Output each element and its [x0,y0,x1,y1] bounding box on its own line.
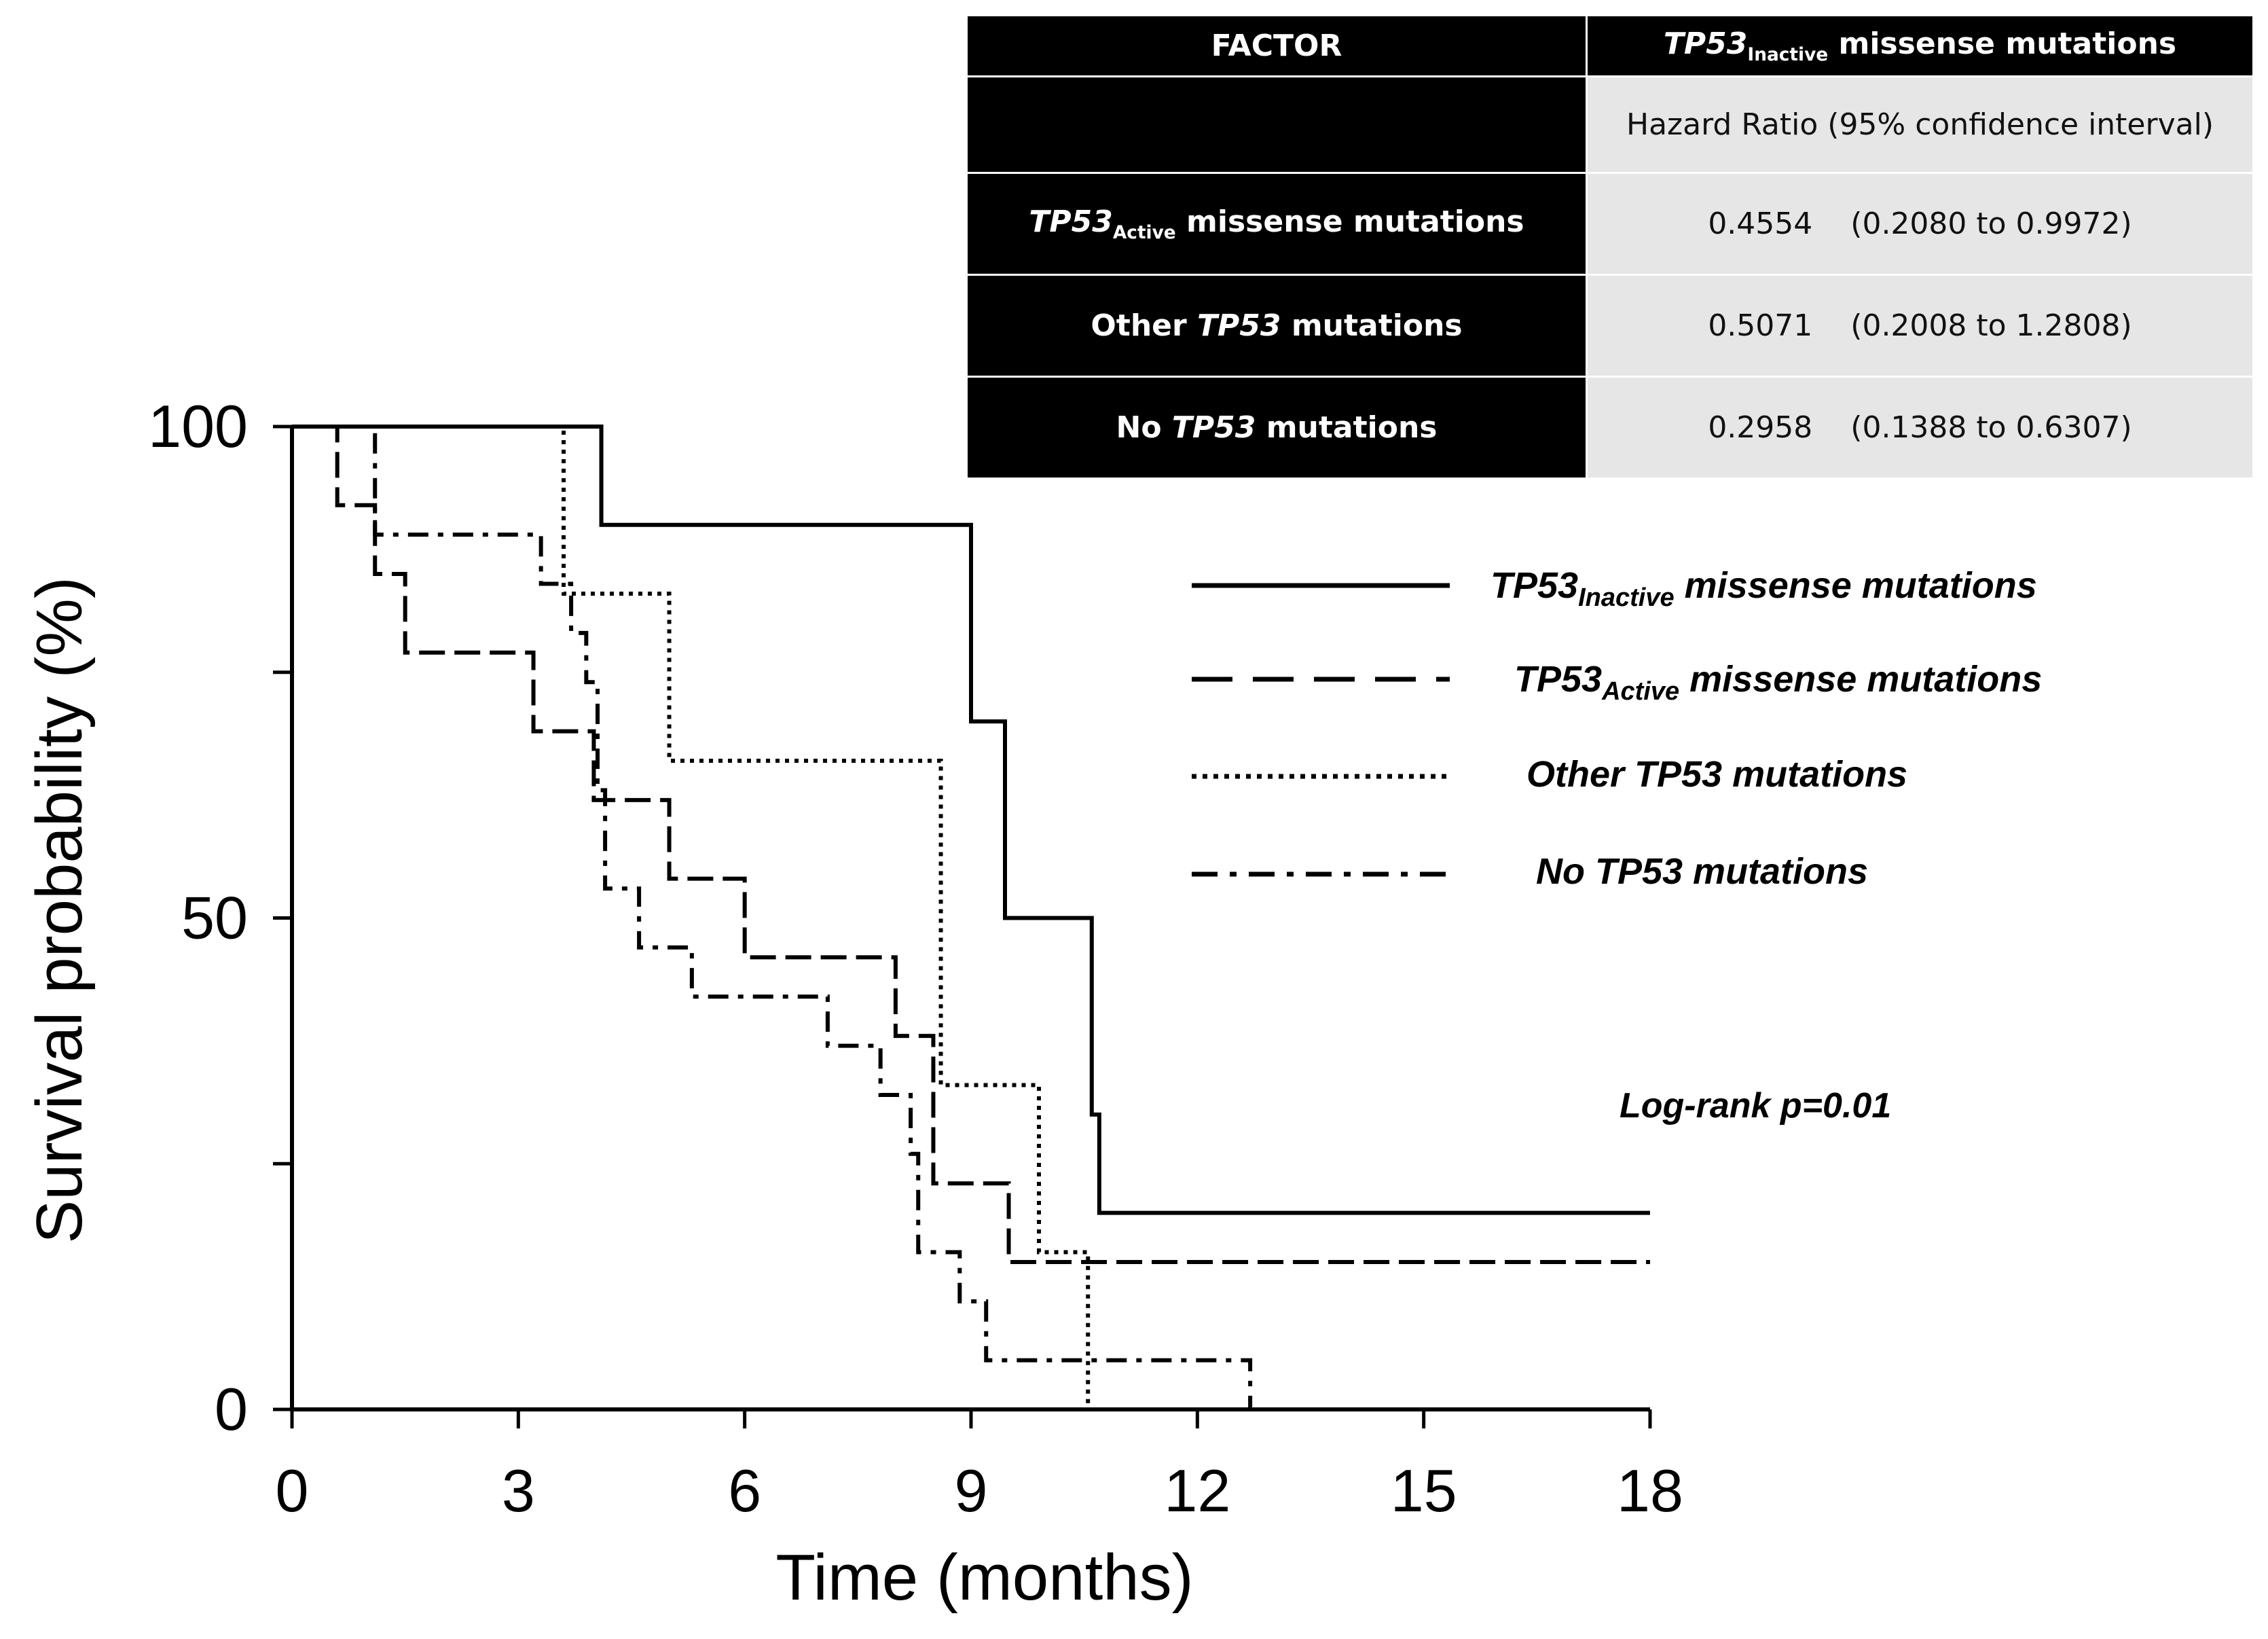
x-tick-label: 3 [502,1457,535,1524]
x-tick-label: 6 [728,1457,761,1524]
x-tick-label: 12 [1164,1457,1230,1524]
hazard-ratio-value: 0.2958 [1708,410,1813,445]
row-label-active: TP53Active missense mutations [966,172,1588,276]
axes: 0 3 6 9 12 15 18 0 50 100 [148,393,1683,1524]
legend-label-active: TP53Active missense mutations [1514,659,2042,706]
legend: TP53Inactive missense mutations TP53Acti… [1192,565,2042,892]
hazard-ratio-table: FACTOR TP53Inactive missense mutations H… [966,14,2254,480]
label-pre: Other [1091,308,1198,343]
legend-label-none: No TP53 mutations [1536,851,1868,892]
table-row: TP53Active missense mutations 0.4554 (0.2… [966,172,2254,276]
inactive-header-gene: TP53 [1663,26,1748,62]
x-tick-label: 15 [1391,1457,1457,1524]
gene-name: TP53 [1029,204,1113,240]
row-value-active: 0.4554 (0.2080 to 0.9972) [1586,172,2254,276]
row-label-none: No TP53 mutations [966,376,1588,480]
hazard-ratio-value: 0.4554 [1708,206,1813,241]
row-value-other: 0.5071 (0.2008 to 1.2808) [1586,274,2254,378]
survival-curve-dotted [292,425,1091,1409]
confidence-interval: (0.2080 to 0.9972) [1850,206,2132,241]
x-tick-label: 9 [955,1457,988,1524]
gene-name: TP53 [1197,308,1281,343]
row-label-other: Other TP53 mutations [966,274,1588,378]
gene-name: TP53 [1171,410,1256,445]
x-axis-label: Time (months) [775,1541,1193,1614]
empty-label-cell [966,75,1588,174]
log-rank-annotation: Log-rank p=0.01 [1620,1086,1891,1125]
table-subheader-row: Hazard Ratio (95% confidence interval) [966,75,2254,174]
legend-entry-inactive: TP53Inactive missense mutations [1192,565,2037,612]
hazard-ratio-value: 0.5071 [1708,308,1813,343]
label-rest: missense mutations [1175,204,1524,240]
row-value-none: 0.2958 (0.1388 to 0.6307) [1586,376,2254,480]
inactive-header-sub: Inactive [1747,43,1829,65]
confidence-interval: (0.1388 to 0.6307) [1850,410,2132,445]
x-tick-label: 0 [276,1457,309,1524]
label-rest: mutations [1281,308,1463,343]
y-axis-label: Survival probability (%) [23,577,96,1244]
survival-curve-dashed [292,425,1650,1264]
inactive-header-rest: missense mutations [1828,26,2177,62]
legend-entry-other: Other TP53 mutations [1192,754,1907,795]
legend-label-other: Other TP53 mutations [1526,754,1907,795]
y-tick-label: 100 [148,393,248,460]
survival-curve-solid [292,425,1650,1215]
y-tick-label: 0 [215,1375,248,1443]
table-row: No TP53 mutations 0.2958 (0.1388 to 0.630… [966,376,2254,480]
table-header-row: FACTOR TP53Inactive missense mutations [966,14,2254,77]
survival-curve-dashdot [292,425,1253,1409]
x-tick-label: 18 [1617,1457,1683,1524]
confidence-interval: (0.2008 to 1.2808) [1850,308,2132,343]
y-ticks: 0 50 100 [148,393,292,1443]
inactive-column-header: TP53Inactive missense mutations [1586,14,2254,77]
gene-sub: Active [1112,221,1176,243]
label-rest: mutations [1256,410,1438,445]
legend-entry-active: TP53Active missense mutations [1192,659,2042,706]
legend-entry-none: No TP53 mutations [1192,851,1868,892]
survival-curves [292,425,1650,1409]
hazard-ratio-subheader: Hazard Ratio (95% confidence interval) [1586,75,2254,174]
factor-header: FACTOR [966,14,1588,77]
legend-label-inactive: TP53Inactive missense mutations [1490,565,2037,612]
table-row: Other TP53 mutations 0.5071 (0.2008 to 1.… [966,274,2254,378]
label-pre: No [1116,410,1172,445]
y-tick-label: 50 [181,884,248,952]
x-ticks: 0 3 6 9 12 15 18 [276,1409,1683,1524]
